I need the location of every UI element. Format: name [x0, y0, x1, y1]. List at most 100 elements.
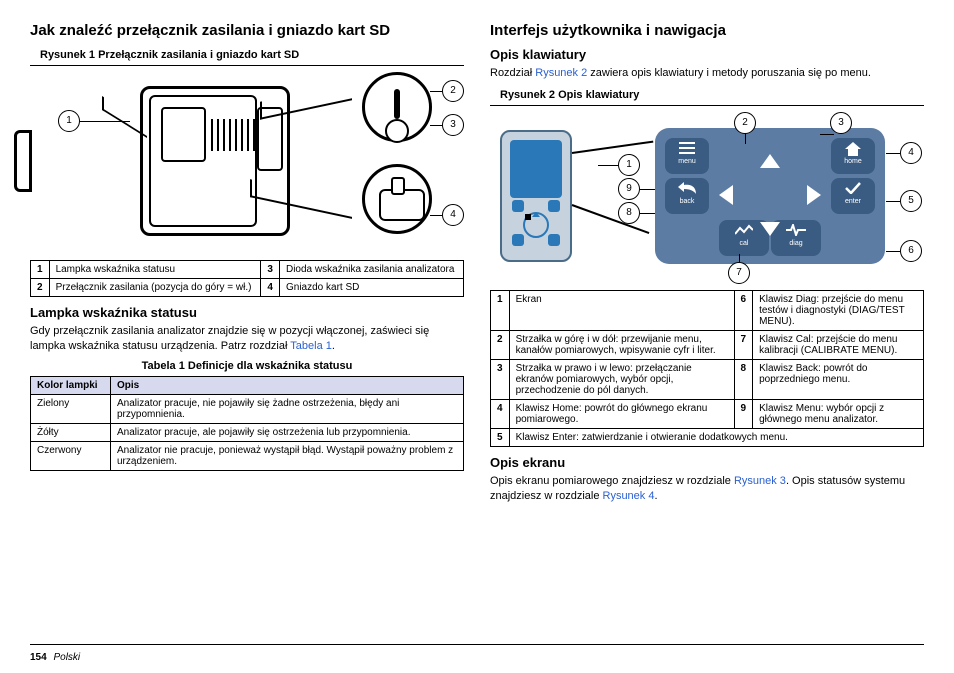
handheld-keypad	[512, 200, 560, 246]
legend-num: 6	[734, 290, 753, 330]
legend-num: 1	[31, 261, 50, 279]
btn-label: home	[844, 158, 862, 165]
btn-label: cal	[740, 240, 749, 247]
callout-3: 3	[830, 112, 852, 134]
figure-2: menu home back enter cal diag 1 2 3 4	[490, 112, 924, 282]
device-keys	[211, 119, 255, 151]
table-1: Kolor lampki Opis ZielonyAnalizator prac…	[30, 376, 464, 471]
menu-icon	[679, 142, 695, 154]
screen-desc-heading: Opis ekranu	[490, 455, 924, 470]
btn-label: diag	[789, 240, 802, 247]
legend-text: Klawisz Enter: zatwierdzanie i otwierani…	[509, 428, 923, 446]
legend-num: 2	[491, 330, 510, 359]
enter-button: enter	[831, 178, 875, 214]
legend-num: 3	[261, 261, 280, 279]
home-button: home	[831, 138, 875, 174]
lead-line	[739, 254, 740, 262]
two-column-layout: Jak znaleźć przełącznik zasilania i gnia…	[30, 22, 924, 622]
callout-4: 4	[900, 142, 922, 164]
figure-2-caption: Rysunek 2 Opis klawiatury	[490, 85, 924, 106]
lead-line	[430, 215, 442, 216]
right-heading: Interfejs użytkownika i nawigacja	[490, 22, 924, 39]
legend-num: 2	[31, 279, 50, 297]
text: Rozdział	[490, 67, 535, 79]
table-1-cell: Zielony	[31, 394, 111, 423]
arrow-right-icon	[807, 185, 821, 205]
legend-text: Gniazdo kart SD	[279, 279, 463, 297]
beam-line	[572, 152, 654, 206]
keyboard-heading: Opis klawiatury	[490, 47, 924, 62]
btn-label: enter	[845, 198, 861, 205]
legend-text: Klawisz Diag: przejście do menu testów i…	[753, 290, 924, 330]
legend-text: Strzałka w górę i w dół: przewijanie men…	[509, 330, 734, 359]
link-rysunek-4[interactable]: Rysunek 4	[603, 490, 655, 502]
table-1-head: Kolor lampki	[31, 376, 111, 394]
legend-text: Dioda wskaźnika zasilania analizatora	[279, 261, 463, 279]
callout-4: 4	[442, 204, 464, 226]
link-rysunek-3[interactable]: Rysunek 3	[734, 475, 786, 487]
legend-num: 8	[734, 359, 753, 399]
right-column: Interfejs użytkownika i nawigacja Opis k…	[490, 22, 924, 622]
lead-line	[640, 213, 655, 214]
callout-2: 2	[442, 80, 464, 102]
back-button: back	[665, 178, 709, 214]
page-footer: 154 Polski	[30, 652, 80, 663]
back-icon	[678, 182, 696, 194]
table-1-cell: Żółty	[31, 423, 111, 441]
callout-2: 2	[734, 112, 756, 134]
device-handle	[14, 130, 32, 192]
dpad	[725, 160, 815, 230]
zoom-switch	[362, 72, 432, 142]
figure-1-legend: 1 Lampka wskaźnika statusu 3 Dioda wskaź…	[30, 260, 464, 297]
status-lamp-para: Gdy przełącznik zasilania analizator zna…	[30, 324, 464, 354]
keyboard-para: Rozdział Rysunek 2 zawiera opis klawiatu…	[490, 66, 924, 81]
lead-line	[598, 165, 618, 166]
legend-num: 3	[491, 359, 510, 399]
lead-line	[80, 121, 130, 122]
lead-line	[886, 251, 900, 252]
handheld-screen	[510, 140, 562, 198]
screen-desc-para: Opis ekranu pomiarowego znajdziesz w roz…	[490, 474, 924, 504]
legend-num: 9	[734, 399, 753, 428]
legend-text: Przełącznik zasilania (pozycja do góry =…	[49, 279, 261, 297]
left-column: Jak znaleźć przełącznik zasilania i gnia…	[30, 22, 464, 622]
link-rysunek-2[interactable]: Rysunek 2	[535, 67, 587, 79]
legend-text: Klawisz Menu: wybór opcji z głównego men…	[753, 399, 924, 428]
text: Opis ekranu pomiarowego znajdziesz w roz…	[490, 475, 734, 487]
legend-text: Klawisz Back: powrót do poprzedniego men…	[753, 359, 924, 399]
legend-num: 5	[491, 428, 510, 446]
legend-num: 4	[491, 399, 510, 428]
figure-1-caption: Rysunek 1 Przełącznik zasilania i gniazd…	[30, 45, 464, 66]
table-1-cell: Czerwony	[31, 441, 111, 470]
zoom-sd	[362, 164, 432, 234]
legend-num: 4	[261, 279, 280, 297]
figure-1: 1 2 3 4	[30, 72, 464, 252]
btn-label: back	[680, 198, 695, 205]
text: Gdy przełącznik zasilania analizator zna…	[30, 325, 429, 352]
ph-btn	[512, 234, 524, 246]
lead-line	[820, 134, 834, 135]
lead-line	[430, 125, 442, 126]
callout-6: 6	[900, 240, 922, 262]
callout-9: 9	[618, 178, 640, 200]
footer-rule	[30, 644, 924, 645]
figure-2-legend: 1 Ekran 6 Klawisz Diag: przejście do men…	[490, 290, 924, 447]
lead-line	[886, 201, 900, 202]
text: .	[654, 490, 657, 502]
legend-num: 7	[734, 330, 753, 359]
table-1-caption: Tabela 1 Definicje dla wskaźnika statusu	[30, 360, 464, 372]
legend-text: Klawisz Home: powrót do głównego ekranu …	[509, 399, 734, 428]
home-icon	[845, 142, 861, 156]
legend-text: Strzałka w prawo i w lewo: przełączanie …	[509, 359, 734, 399]
page-number: 154	[30, 652, 47, 663]
status-lamp-heading: Lampka wskaźnika statusu	[30, 305, 464, 320]
menu-button: menu	[665, 138, 709, 174]
legend-text: Ekran	[509, 290, 734, 330]
device-screen	[161, 107, 206, 162]
enter-icon	[845, 182, 861, 194]
link-tabela-1[interactable]: Tabela 1	[290, 340, 332, 352]
table-1-cell: Analizator pracuje, nie pojawiły się żad…	[111, 394, 464, 423]
callout-1: 1	[618, 154, 640, 176]
page-language: Polski	[53, 652, 80, 663]
ph-btn	[548, 200, 560, 212]
